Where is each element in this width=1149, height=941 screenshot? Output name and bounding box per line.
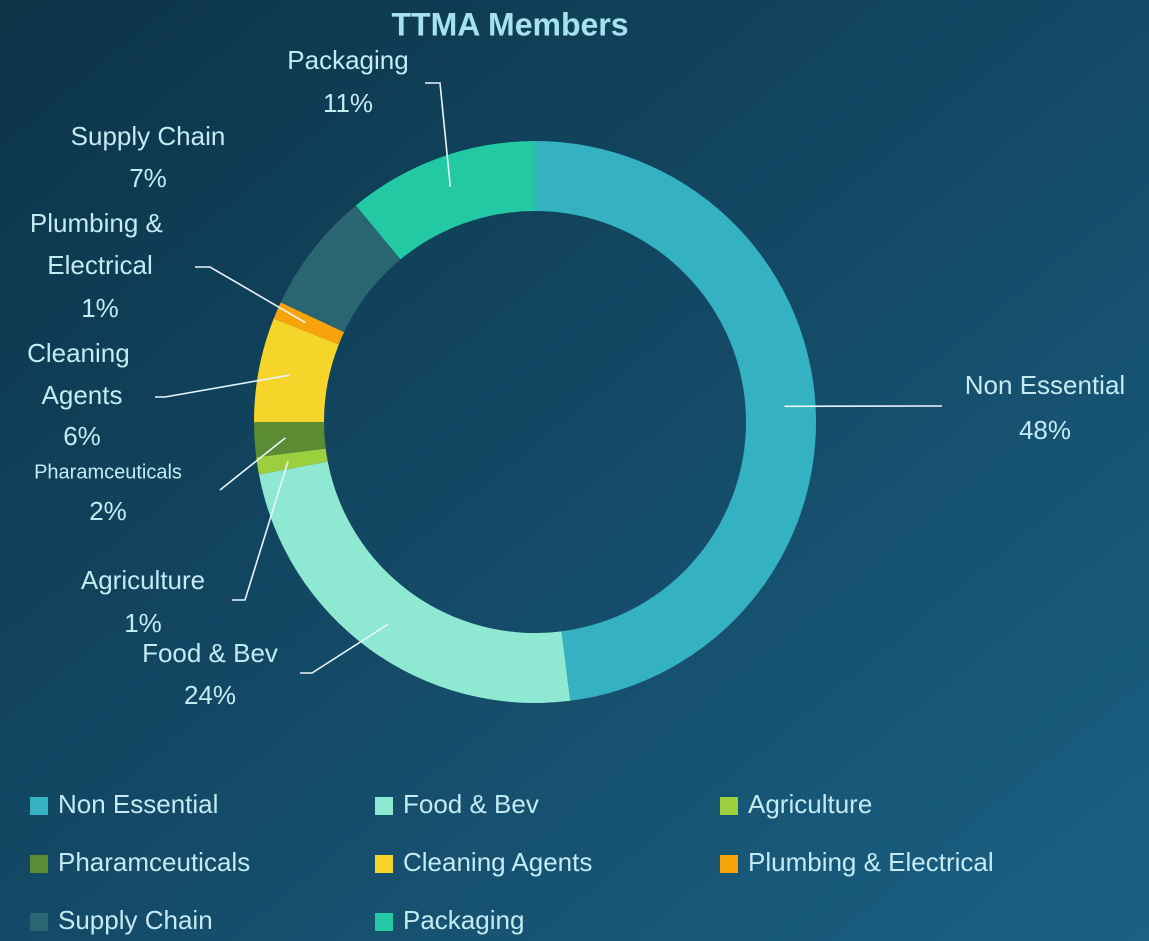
legend-swatch [375, 855, 393, 873]
slice-label-line: Cleaning [27, 338, 137, 368]
leader-line [300, 623, 389, 674]
leader-line [155, 374, 290, 398]
leader-line [425, 82, 452, 187]
legend-swatch [375, 913, 393, 931]
donut-slice [258, 461, 571, 703]
legend-swatch [30, 797, 48, 815]
slice-label: Supply Chain [71, 121, 226, 151]
slice-value-label: 1% [124, 608, 162, 638]
slice-label: Cleaning Agents [27, 338, 137, 410]
slice-label: Agriculture [81, 565, 205, 595]
donut-slice [355, 141, 535, 260]
slice-value-label: 2% [89, 496, 127, 526]
leader-line [195, 266, 306, 324]
slice-value-label: 48% [1019, 415, 1071, 445]
donut-slice [254, 318, 339, 422]
slice-value-label: 24% [184, 680, 236, 710]
legend-label: Supply Chain [58, 905, 213, 935]
legend-swatch [30, 855, 48, 873]
legend-label: Food & Bev [403, 789, 539, 819]
slice-value-label: 1% [81, 293, 119, 323]
legend-label: Cleaning Agents [403, 847, 592, 877]
legend-label: Packaging [403, 905, 524, 935]
legend-swatch [30, 913, 48, 931]
leader-line [219, 437, 286, 491]
chart-title: TTMA Members [391, 6, 628, 42]
donut-slice [273, 302, 345, 345]
legend-label: Agriculture [748, 789, 872, 819]
slice-label: Pharamceuticals [34, 461, 182, 483]
leader-line [232, 460, 289, 601]
slice-label: Packaging [287, 45, 408, 75]
legend-swatch [375, 797, 393, 815]
slice-value-label: 6% [63, 421, 101, 451]
donut-slice [280, 205, 401, 333]
legend-label: Non Essential [58, 789, 218, 819]
legend-label: Plumbing & Electrical [748, 847, 994, 877]
slice-label: Plumbing & Electrical [30, 208, 170, 280]
legend-swatch [720, 855, 738, 873]
slice-label-line: Plumbing & [30, 208, 170, 238]
slice-value-label: 7% [129, 163, 167, 193]
slice-label-line: Electrical [47, 250, 152, 280]
donut-slice [535, 141, 817, 701]
slice-value-label: 11% [323, 88, 373, 118]
legend-swatch [720, 797, 738, 815]
donut-slice [256, 448, 328, 475]
slice-label-line: Agents [42, 380, 123, 410]
legend-label: Pharamceuticals [58, 847, 250, 877]
slice-label: Non Essential [965, 370, 1125, 400]
slice-label: Food & Bev [142, 638, 278, 668]
